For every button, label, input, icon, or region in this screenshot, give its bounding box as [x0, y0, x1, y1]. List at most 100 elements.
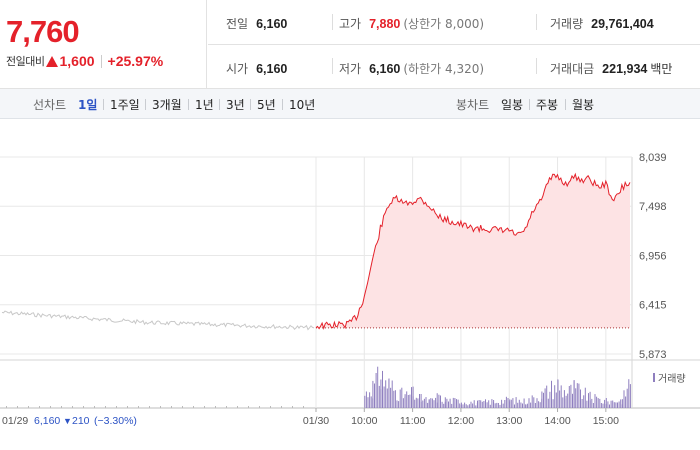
volume-bar [507, 398, 509, 408]
volume-bar [443, 403, 445, 408]
volume-bar [528, 398, 530, 408]
volume-bar [589, 391, 591, 408]
tab-daily[interactable]: 일봉 [501, 98, 524, 112]
volume-bar [551, 380, 552, 408]
prev-volume-bar [193, 406, 194, 408]
volume-bar [401, 387, 403, 408]
volume-bar [573, 381, 575, 408]
change-label: 전일대비 [6, 55, 45, 68]
prev-volume-bar [61, 406, 62, 408]
volume-bar [543, 392, 544, 408]
stat-label: 거래량 [550, 17, 584, 31]
volume-bar [512, 398, 514, 408]
stat-low: 저가 6,160 (하한가 4,320) [339, 60, 484, 77]
y-tick-label: 6,956 [639, 251, 667, 263]
volume-bar [488, 400, 490, 408]
lower-limit: (하한가 4,320) [403, 62, 485, 76]
stat-label: 저가 [339, 62, 362, 76]
volume-bar [567, 393, 569, 408]
volume-bar [423, 398, 425, 408]
volume-bar [386, 388, 388, 408]
tab-1d[interactable]: 1일 [78, 98, 98, 112]
volume-bar [604, 399, 606, 408]
volume-bar [364, 395, 366, 408]
chart-tab-bar: 선차트 1일 1주일 3개월 1년 3년 5년 10년 봉차트 일봉 주봉 월봉 [0, 89, 700, 119]
volume-bar [374, 383, 375, 408]
prev-volume-bar [94, 406, 95, 408]
volume-bar [555, 392, 557, 408]
y-tick-label: 5,873 [639, 349, 667, 361]
y-tick-label: 8,039 [639, 152, 667, 164]
volume-bar [464, 402, 466, 408]
volume-bar [370, 396, 372, 408]
volume-bar [486, 402, 488, 408]
volume-bar [440, 395, 441, 408]
volume-bar [594, 394, 596, 408]
stat-label: 고가 [339, 17, 362, 31]
volume-bar [454, 398, 456, 408]
divider [529, 99, 530, 110]
tab-1w[interactable]: 1주일 [110, 98, 140, 112]
volume-bar [596, 396, 598, 408]
volume-bar [499, 404, 501, 408]
volume-bar [372, 380, 374, 408]
chart-canvas[interactable]: 8,039 7,498 6,956 6,415 5,873 거래량 01/29 01/30 10… [0, 119, 700, 450]
tab-3y[interactable]: 3년 [226, 98, 245, 112]
tab-1y[interactable]: 1년 [195, 98, 214, 112]
volume-bar [438, 394, 440, 408]
volume-bar [514, 404, 515, 408]
volume-bar [588, 393, 589, 408]
volume-bar [470, 401, 472, 408]
volume-bar [599, 398, 601, 408]
volume-bar [435, 397, 437, 408]
tab-5y[interactable]: 5년 [257, 98, 276, 112]
volume-bar [586, 400, 588, 408]
volume-bar [501, 399, 503, 408]
prev-volume-bar [215, 406, 216, 408]
divider [145, 99, 146, 110]
volume-bar [414, 399, 416, 408]
volume-bar [448, 401, 449, 408]
tab-10y[interactable]: 10년 [289, 98, 316, 112]
volume-bar [473, 400, 475, 408]
volume-bar [441, 401, 443, 408]
volume-bar [411, 387, 412, 408]
stat-high: 고가 7,880 (상한가 8,000) [339, 15, 484, 32]
prev-volume-bar [182, 406, 183, 408]
volume-bar [394, 390, 396, 408]
volume-bar [531, 395, 533, 408]
volume-bar [552, 399, 554, 408]
volume-bar [390, 387, 392, 408]
prev-volume-bar [39, 406, 40, 408]
y-tick-label: 7,498 [639, 201, 667, 213]
volume-bar [583, 395, 585, 408]
divider [103, 99, 104, 110]
current-price-box: 7,760 전일대비 1,600 +25.97% [0, 0, 207, 88]
volume-bar [584, 387, 586, 408]
volume-bar [483, 401, 485, 408]
x-tick-label: 10:00 [351, 415, 377, 427]
prev-volume-bar [149, 406, 150, 408]
volume-bar [457, 399, 459, 408]
volume-bar [549, 391, 551, 408]
volume-bar [572, 393, 573, 408]
tab-weekly[interactable]: 주봉 [536, 98, 559, 112]
tab-monthly[interactable]: 월봉 [572, 98, 595, 112]
prev-volume-bar [105, 406, 106, 408]
volume-bar [557, 380, 559, 408]
volume-bar [436, 402, 438, 408]
prev-volume-bar [28, 406, 29, 408]
volume-bar [427, 402, 429, 408]
volume-bar [412, 386, 414, 408]
volume-bar [444, 401, 446, 408]
prev-volume-bar [17, 406, 18, 408]
volume-bar [497, 403, 499, 408]
prev-volume-bar [303, 406, 304, 408]
volume-bar [541, 391, 543, 408]
volume-bar [600, 403, 602, 408]
volume-bar [388, 378, 390, 408]
tab-3m[interactable]: 3개월 [152, 98, 182, 112]
price-chart[interactable]: 8,039 7,498 6,956 6,415 5,873 거래량 01/29 01/30 10… [0, 119, 700, 450]
volume-bar [504, 400, 506, 408]
prev-volume-bar [171, 406, 172, 408]
